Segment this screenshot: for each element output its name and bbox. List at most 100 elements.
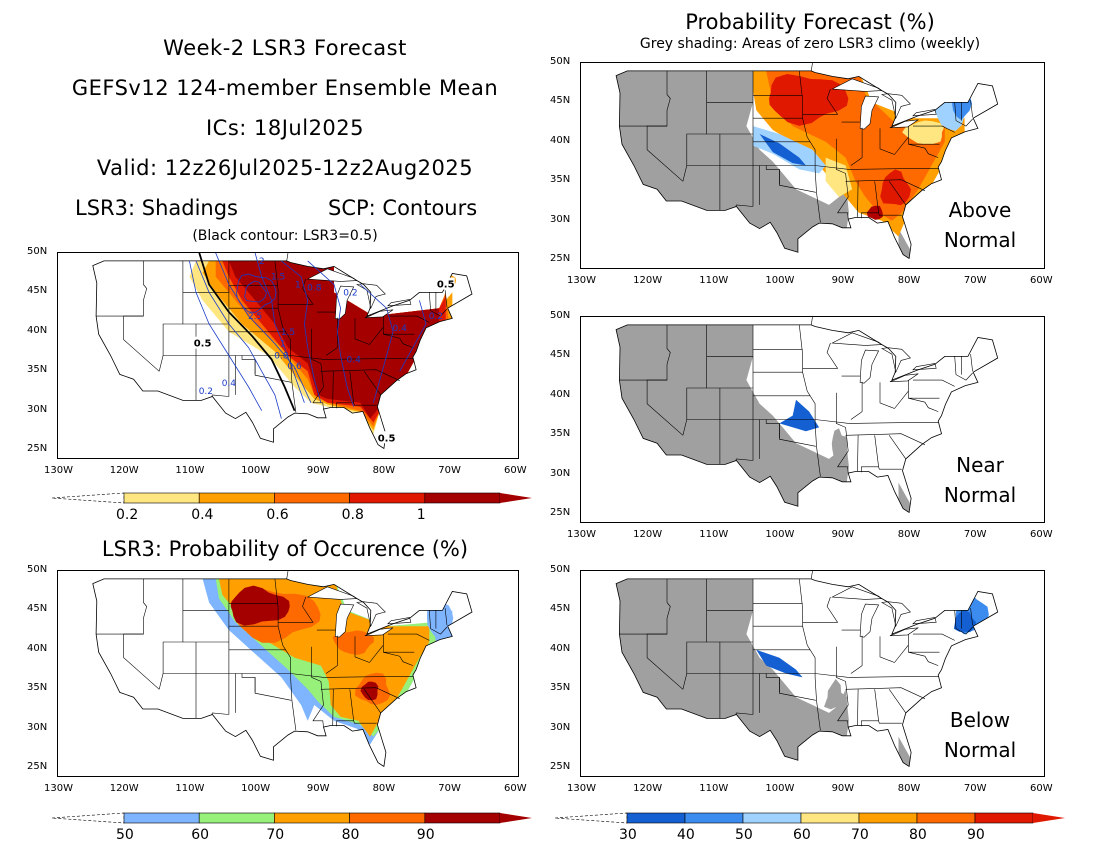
lon-tick-label: 70W: [963, 275, 987, 286]
scp-contour: [307, 260, 355, 407]
contour-label: 0.4: [347, 355, 362, 365]
lon-tick-label: 80W: [372, 783, 396, 794]
above-normal-label: Above Normal: [943, 198, 1017, 252]
colorbar-label: 50: [735, 827, 753, 843]
lat-tick-label: 50N: [550, 56, 571, 67]
near-normal-map: [580, 316, 1045, 523]
scp-contour: [195, 260, 282, 419]
near-normal-label: Near Normal: [943, 453, 1017, 507]
lat-tick-label: 30N: [550, 213, 571, 225]
lat-tick-label: 30N: [550, 721, 571, 733]
scp-contour: [244, 280, 267, 303]
contour-label: 1: [280, 340, 286, 350]
colorbar-high-arrow: [1033, 813, 1065, 823]
scp-contour: [254, 253, 305, 403]
zero-climo-grey: [831, 428, 848, 458]
lat-tick-label: 40N: [27, 642, 48, 654]
colorbar-swatch: [424, 492, 501, 504]
lsr3-colorbar: 0.2 0.4 0.6 0.8 1: [51, 492, 532, 526]
shadings-label: LSR3: Shadings: [75, 196, 238, 220]
lon-tick-label: 100W: [765, 783, 795, 794]
scp-contour: [215, 253, 312, 403]
lat-tick-label: 40N: [27, 324, 48, 336]
scp-contour: [399, 300, 427, 372]
lat-tick-label: 45N: [550, 603, 571, 615]
lon-tick-label: 60W: [1030, 529, 1053, 540]
colorbar-label: 90: [967, 827, 985, 843]
colorbar-label: 30: [619, 827, 637, 843]
colorbar-label: 50: [116, 827, 134, 843]
map-canvas: [92, 571, 473, 768]
contours-label: SCP: Contours: [328, 196, 478, 220]
lon-tick-label: 60W: [1030, 275, 1053, 286]
lon-tick-label: 90W: [831, 529, 855, 540]
colorbar-label: 60: [191, 827, 210, 843]
occurrence-title: LSR3: Probability of Occurence (%): [101, 537, 469, 561]
lat-tick-label: 45N: [27, 285, 48, 297]
above-60: [902, 120, 944, 145]
scp-contour: [360, 284, 394, 403]
title-line-3: ICs: 18Jul2025: [205, 116, 365, 140]
contour-label: 2.5: [248, 312, 262, 322]
below-30-ne: [953, 609, 977, 633]
lon-tick-label: 100W: [765, 275, 795, 286]
colorbar-high-arrow: [500, 813, 532, 823]
lon-tick-label: 100W: [765, 529, 795, 540]
lon-tick-label: 110W: [699, 529, 729, 540]
colorbar-swatch: [742, 812, 802, 824]
colorbar-swatch: [274, 492, 350, 504]
lsr3-mean-map: 2 1.5 1 0.8 2.5 1.5 1 0.8 0.5 0.6 0.4 0.4 0.4 0.2 0.2 0…: [57, 252, 519, 459]
lon-tick-label: 120W: [109, 465, 139, 476]
lon-tick-label: 110W: [699, 275, 729, 286]
lon-tick-label: 120W: [633, 783, 663, 794]
map-canvas: [615, 317, 999, 514]
contour-label: 0.6: [287, 362, 302, 372]
colorbar-swatch: [424, 812, 501, 824]
lon-tick-label: 130W: [44, 465, 73, 476]
colorbar-swatch: [198, 492, 275, 504]
colorbar-swatch: [974, 812, 1034, 824]
lat-tick-label: 50N: [550, 310, 571, 321]
lon-tick-label: 60W: [504, 465, 527, 476]
contour-label: 1: [295, 281, 301, 291]
colorbar-label: 80: [341, 827, 360, 843]
lat-tick-label: 25N: [550, 507, 571, 519]
colorbar-swatch: [800, 812, 860, 824]
contour-label: 0.2: [199, 387, 213, 397]
occ-shade-90-se: [360, 681, 379, 701]
colorbar-low-arrow: [51, 812, 125, 824]
contour-label: 1.5: [281, 328, 295, 338]
scp-contour: [281, 260, 322, 403]
prob-forecast-title: Probability Forecast (%): [685, 10, 935, 34]
lon-tick-label: 130W: [567, 783, 596, 794]
map-canvas: [615, 571, 999, 768]
contour-label: 0.2: [429, 312, 443, 322]
scp-contour: [236, 273, 277, 313]
above-90-se: [880, 169, 911, 206]
colorbar-swatch: [123, 812, 200, 824]
lat-tick-label: 45N: [27, 603, 48, 615]
colorbar-label: 80: [909, 827, 927, 843]
below-30: [756, 649, 803, 678]
lon-tick-label: 70W: [963, 783, 987, 794]
zero-climo-grey: [824, 678, 848, 711]
occ-shade-80-oh: [332, 630, 374, 655]
colorbar-swatch: [684, 812, 744, 824]
occurrence-colorbar: 50 60 70 80 90: [51, 812, 532, 846]
contour-label: 0.8: [307, 284, 322, 294]
colorbar-label: 1: [416, 507, 426, 523]
lat-tick-label: 45N: [550, 349, 571, 361]
contour-label: 0.5: [437, 280, 455, 291]
lat-tick-label: 25N: [27, 443, 48, 455]
lon-tick-label: 60W: [1030, 783, 1053, 794]
lon-tick-label: 70W: [963, 529, 987, 540]
lon-tick-label: 80W: [897, 529, 921, 540]
lat-tick-label: 50N: [27, 246, 48, 257]
lat-tick-label: 40N: [550, 642, 571, 654]
map-canvas: [615, 63, 999, 260]
colorbar-swatch: [858, 812, 918, 824]
lat-tick-label: 50N: [27, 564, 48, 575]
colorbar-high-arrow: [500, 493, 532, 503]
lat-tick-label: 35N: [550, 428, 571, 440]
colorbar-label: 0.8: [341, 507, 364, 523]
